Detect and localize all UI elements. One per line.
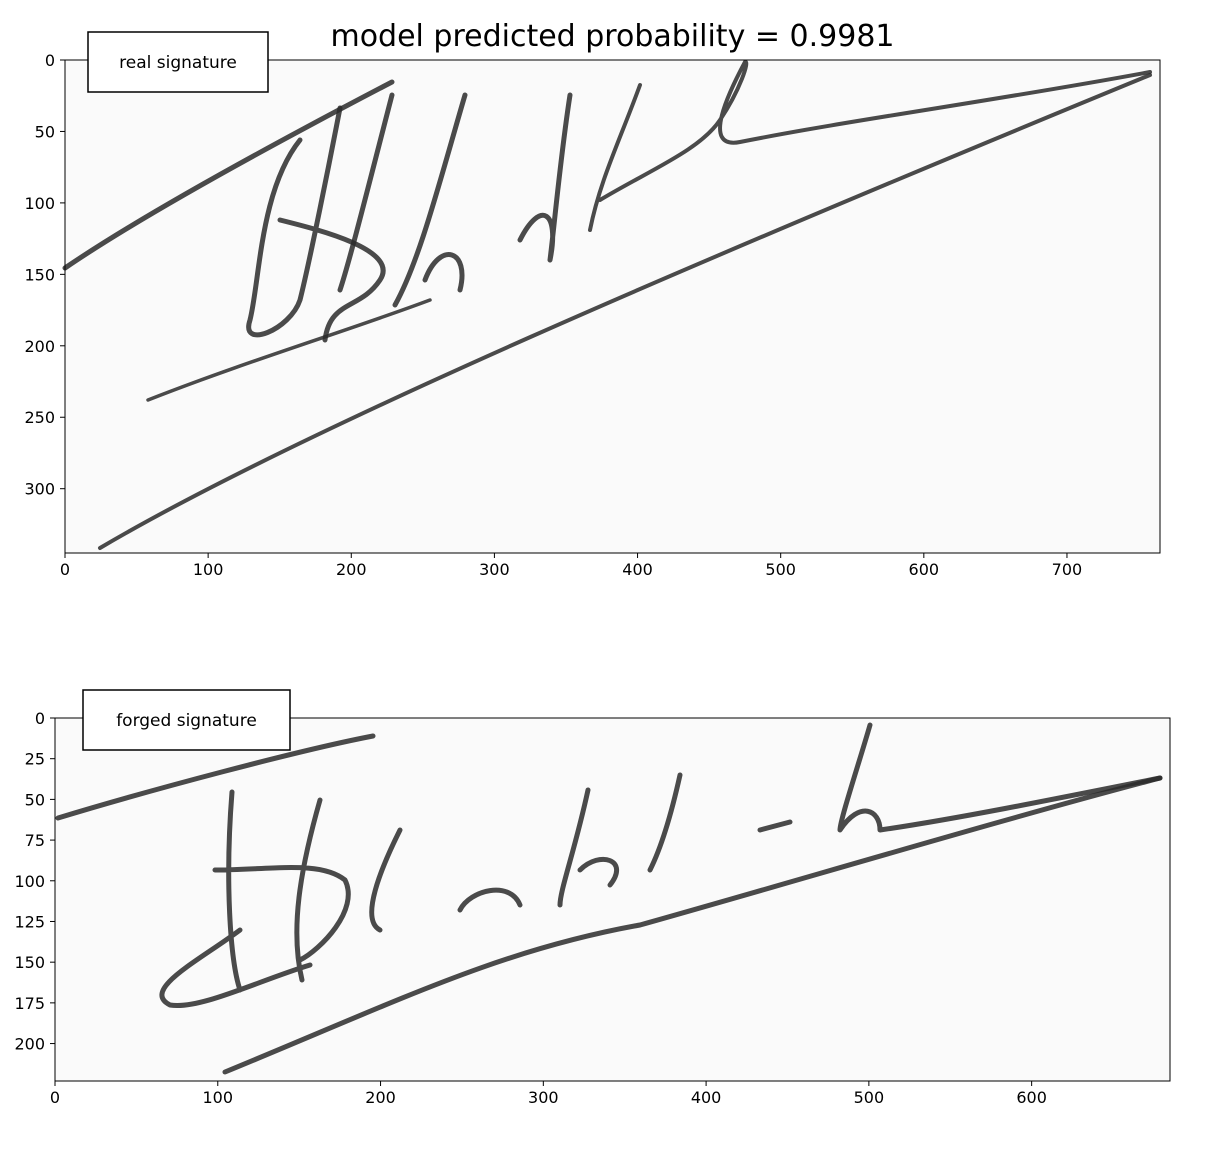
y-tick-label: 100 (24, 194, 55, 213)
annotation: real signature (119, 53, 237, 73)
y-tick-label: 175 (14, 994, 45, 1013)
x-tick-label: 600 (1016, 1088, 1047, 1107)
y-tick-label: 75 (25, 831, 45, 850)
x-tick-label: 500 (854, 1088, 885, 1107)
y-tick-label: 125 (14, 912, 45, 931)
x-tick-label: 0 (50, 1088, 60, 1107)
annotation-box (87, 31, 269, 93)
x-tick-label: 600 (909, 560, 940, 579)
x-tick-label: 500 (765, 560, 796, 579)
x-tick-label: 400 (691, 1088, 722, 1107)
axes-frame (64, 59, 1161, 554)
y-tick-label: 0 (35, 709, 45, 728)
annotation: forged signature (116, 711, 257, 731)
axes-frame (54, 717, 1171, 1082)
real-signature-image (62, 59, 1152, 550)
x-tick-label: 400 (622, 560, 653, 579)
chart-title: model predicted probability = 0.9981 (330, 19, 894, 54)
y-tick-label: 100 (14, 872, 45, 891)
y-tick-label: 25 (25, 750, 45, 769)
y-tick-label: 250 (24, 408, 55, 427)
y-tick-label: 150 (24, 265, 55, 284)
y-tick-label: 150 (14, 953, 45, 972)
annotation-box (82, 689, 291, 751)
x-tick-label: 100 (193, 560, 224, 579)
x-tick-label: 300 (479, 560, 510, 579)
x-tick-label: 300 (528, 1088, 559, 1107)
x-tick-label: 100 (203, 1088, 234, 1107)
y-tick-label: 50 (35, 122, 55, 141)
y-tick-label: 200 (24, 337, 55, 356)
y-tick-label: 200 (14, 1035, 45, 1054)
y-tick-label: 300 (24, 480, 55, 499)
x-tick-label: 200 (336, 560, 367, 579)
x-tick-label: 200 (365, 1088, 396, 1107)
image-area (55, 718, 1170, 1081)
forged-signature-image (55, 722, 1163, 1075)
x-tick-label: 700 (1052, 560, 1083, 579)
y-tick-label: 0 (45, 51, 55, 70)
y-tick-label: 50 (25, 790, 45, 809)
x-tick-label: 0 (60, 560, 70, 579)
